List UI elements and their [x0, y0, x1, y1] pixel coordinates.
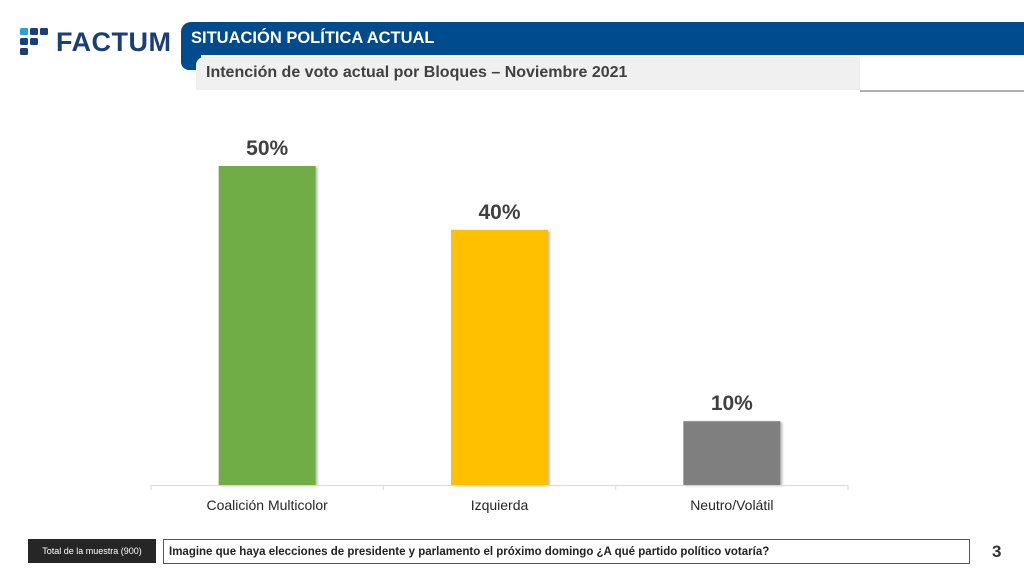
survey-question: Imagine que haya elecciones de president…: [163, 539, 970, 564]
page-number: 3: [992, 542, 1002, 561]
factum-logo-icon: [20, 28, 50, 56]
value-label: 40%: [478, 201, 520, 224]
section-title-bar: [181, 22, 1024, 55]
category-label: Neutro/Volátil: [690, 497, 773, 513]
subtitle-divider: [860, 90, 1024, 92]
sample-size-badge: Total de la muestra (900): [28, 539, 156, 563]
page-subtitle: Intención de voto actual por Bloques – N…: [206, 64, 628, 81]
bar-2: [683, 421, 781, 485]
bar-0: [218, 166, 316, 485]
subtitle-box: [196, 57, 860, 90]
value-label: 10%: [711, 392, 753, 415]
section-title: SITUACIÓN POLÍTICA ACTUAL: [191, 29, 435, 47]
brand-name: FACTUM: [56, 27, 172, 57]
category-label: Izquierda: [471, 497, 529, 513]
category-label: Coalición Multicolor: [206, 497, 328, 513]
value-label: 50%: [246, 137, 288, 160]
factum-logo: FACTUM: [20, 27, 171, 57]
bar-1: [451, 229, 548, 485]
